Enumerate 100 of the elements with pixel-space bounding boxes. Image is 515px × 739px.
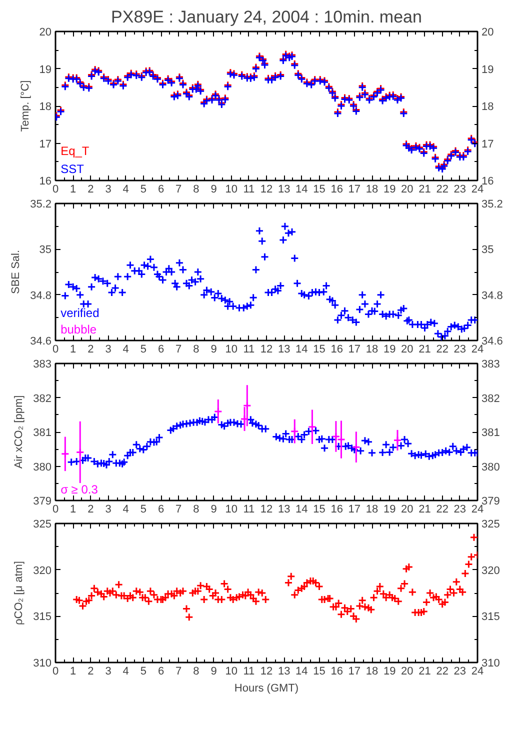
x-tick-label: 2 bbox=[88, 344, 94, 356]
y-tick-label: 310 bbox=[33, 658, 52, 670]
x-tick-label: 22 bbox=[436, 666, 448, 678]
x-tick-label: 8 bbox=[193, 666, 200, 678]
x-tick-label: 18 bbox=[366, 344, 378, 356]
x-tick-label: 16 bbox=[330, 184, 343, 196]
x-tick-label: 5 bbox=[140, 184, 146, 196]
x-tick-label: 14 bbox=[296, 666, 308, 678]
x-tick-label: 3 bbox=[105, 504, 112, 516]
x-tick-label: 1 bbox=[70, 344, 76, 356]
y2-tick-label: 34.6 bbox=[482, 336, 503, 348]
x-tick-label: 4 bbox=[122, 184, 129, 196]
text: SST bbox=[60, 162, 85, 176]
legend-label: bubble bbox=[60, 322, 97, 336]
y-tick-label: 379 bbox=[33, 496, 52, 508]
x-tick-label: 5 bbox=[140, 344, 146, 356]
x-tick-label: 10 bbox=[225, 666, 238, 678]
y-axis-title: ρCO₂ [μ atm] bbox=[13, 561, 26, 625]
x-tick-label: 13 bbox=[278, 184, 290, 196]
x-tick-label: 21 bbox=[418, 666, 431, 678]
x-tick-label: 23 bbox=[454, 344, 466, 356]
x-tick-label: 9 bbox=[210, 344, 217, 356]
x-axis-title: Hours (GMT) bbox=[234, 682, 299, 694]
x-tick-label: 7 bbox=[176, 666, 182, 678]
x-tick-label: 11 bbox=[243, 666, 255, 678]
x-tick-label: 8 bbox=[193, 184, 200, 196]
x-tick-label: 0 bbox=[52, 504, 59, 516]
y-axis-title: SBE Sal. bbox=[10, 250, 22, 294]
y-tick-label: 382 bbox=[33, 392, 52, 405]
x-tick-label: 18 bbox=[366, 184, 378, 196]
point bbox=[290, 427, 299, 436]
x-tick-label: 12 bbox=[260, 666, 273, 678]
x-tick-label: 1 bbox=[70, 184, 76, 196]
x-tick-label: 12 bbox=[260, 344, 273, 356]
x-tick-label: 2 bbox=[88, 504, 94, 516]
point bbox=[76, 448, 84, 456]
x-tick-label: 2 bbox=[88, 184, 94, 196]
y2-tick-label: 19 bbox=[482, 64, 494, 76]
x-tick-label: 23 bbox=[454, 666, 466, 678]
x-tick-label: 2 bbox=[88, 666, 94, 678]
x-tick-label: 3 bbox=[105, 666, 112, 678]
x-tick-label: 19 bbox=[383, 184, 396, 196]
x-tick-label: 13 bbox=[278, 666, 290, 678]
y2-tick-label: 20 bbox=[482, 26, 494, 38]
x-tick-label: 19 bbox=[383, 666, 396, 678]
x-tick-label: 19 bbox=[383, 344, 396, 356]
x-tick-label: 19 bbox=[383, 504, 396, 516]
x-tick-label: 0 bbox=[52, 344, 59, 356]
x-tick-label: 3 bbox=[105, 344, 112, 356]
x-tick-label: 17 bbox=[348, 184, 361, 196]
x-tick-label: 21 bbox=[418, 504, 431, 516]
x-tick-label: 16 bbox=[330, 344, 343, 356]
x-tick-label: 24 bbox=[471, 344, 484, 356]
y2-tick-label: 325 bbox=[482, 518, 500, 530]
x-tick-label: 20 bbox=[401, 184, 414, 196]
x-tick-label: 6 bbox=[158, 184, 164, 196]
x-tick-label: 12 bbox=[260, 504, 273, 516]
x-tick-label: 5 bbox=[140, 666, 146, 678]
y-tick-label: 16 bbox=[39, 176, 52, 188]
x-tick-label: 9 bbox=[210, 504, 217, 516]
y-tick-label: 17 bbox=[39, 138, 52, 150]
y2-tick-label: 381 bbox=[482, 427, 500, 439]
x-tick-label: 22 bbox=[436, 184, 448, 196]
point bbox=[332, 432, 340, 441]
x-tick-label: 11 bbox=[243, 504, 255, 516]
x-tick-label: 6 bbox=[158, 504, 164, 516]
x-tick-label: 16 bbox=[330, 666, 343, 678]
y-tick-label: 315 bbox=[33, 611, 52, 624]
x-tick-label: 11 bbox=[243, 184, 255, 196]
x-tick-label: 15 bbox=[313, 666, 326, 678]
y-tick-label: 18 bbox=[39, 101, 52, 113]
point bbox=[214, 407, 222, 416]
x-tick-label: 15 bbox=[313, 504, 326, 516]
x-tick-label: 14 bbox=[296, 184, 308, 196]
x-tick-label: 21 bbox=[418, 184, 431, 196]
x-tick-label: 7 bbox=[176, 504, 182, 516]
x-tick-label: 18 bbox=[366, 504, 378, 516]
y-axis-title: Air xCO₂ [ppm] bbox=[13, 395, 26, 469]
x-tick-label: 17 bbox=[348, 344, 361, 356]
point bbox=[352, 442, 360, 452]
x-tick-label: 16 bbox=[330, 504, 343, 516]
y2-tick-label: 18 bbox=[482, 101, 494, 113]
x-tick-label: 23 bbox=[454, 184, 466, 196]
y-tick-label: 380 bbox=[33, 461, 52, 474]
x-tick-label: 15 bbox=[313, 344, 326, 356]
y-tick-label: 34.8 bbox=[30, 290, 52, 302]
y-tick-label: 35.2 bbox=[30, 198, 52, 210]
y2-tick-label: 380 bbox=[482, 461, 500, 474]
text: Eq_T bbox=[60, 144, 90, 158]
x-tick-label: 22 bbox=[436, 504, 448, 516]
x-tick-label: 4 bbox=[122, 666, 129, 678]
y2-tick-label: 383 bbox=[482, 358, 500, 370]
y-tick-label: 19 bbox=[39, 64, 52, 76]
y2-tick-label: 35 bbox=[482, 244, 494, 256]
x-tick-label: 7 bbox=[176, 344, 182, 356]
x-tick-label: 10 bbox=[225, 184, 238, 196]
x-tick-label: 24 bbox=[471, 184, 484, 196]
x-tick-label: 4 bbox=[122, 504, 129, 516]
x-tick-label: 11 bbox=[243, 344, 255, 356]
y2-tick-label: 17 bbox=[482, 138, 494, 150]
